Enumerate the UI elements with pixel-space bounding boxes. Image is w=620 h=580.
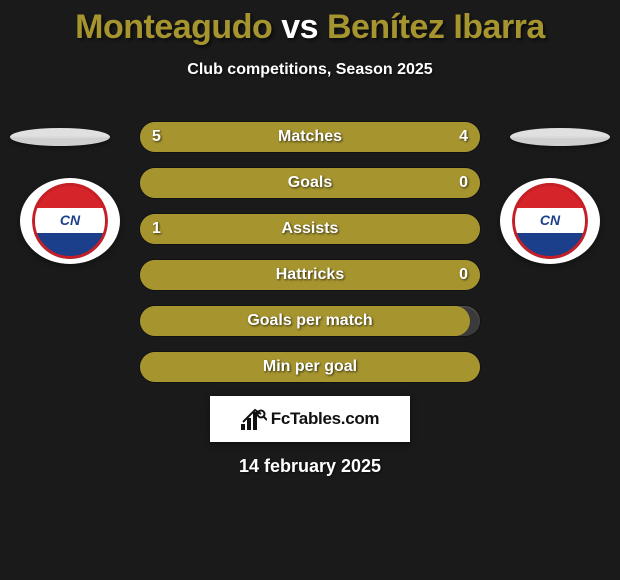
stat-row: Min per goal (140, 352, 480, 382)
stat-label: Goals per match (247, 312, 372, 330)
stats-container: Matches 5 4 Goals 0 Assists 1 Hattricks 0 Goals p… (140, 122, 480, 398)
title-player-b: Benítez Ibarra (327, 8, 545, 46)
stat-value-left: 1 (152, 220, 161, 238)
stat-label: Matches (278, 128, 342, 146)
page-title: Monteagudo vs Benítez Ibarra (0, 0, 620, 47)
fctables-text: FcTables.com (271, 409, 380, 429)
badge-text: CN (60, 212, 80, 228)
stat-label: Goals (288, 174, 332, 192)
stat-row: Matches 5 4 (140, 122, 480, 152)
accent-ellipse-right (510, 128, 610, 146)
accent-ellipse-left (10, 128, 110, 146)
stat-row: Goals per match (140, 306, 480, 336)
title-vs: vs (281, 8, 318, 46)
fctables-badge: FcTables.com (210, 396, 410, 442)
stat-label: Hattricks (276, 266, 344, 284)
stat-row: Goals 0 (140, 168, 480, 198)
stat-value-right: 0 (459, 266, 468, 284)
stat-label: Assists (282, 220, 339, 238)
stat-value-right: 0 (459, 174, 468, 192)
fctables-icon (241, 408, 267, 430)
stat-row: Assists 1 (140, 214, 480, 244)
club-badge-right: CN (500, 178, 600, 264)
stat-label: Min per goal (263, 358, 357, 376)
stat-row: Hattricks 0 (140, 260, 480, 290)
badge-text: CN (540, 212, 560, 228)
club-badge-left: CN (20, 178, 120, 264)
stat-value-right: 4 (459, 128, 468, 146)
title-player-a: Monteagudo (75, 8, 272, 46)
stat-value-left: 5 (152, 128, 161, 146)
date-label: 14 february 2025 (0, 456, 620, 477)
subtitle: Club competitions, Season 2025 (0, 61, 620, 79)
